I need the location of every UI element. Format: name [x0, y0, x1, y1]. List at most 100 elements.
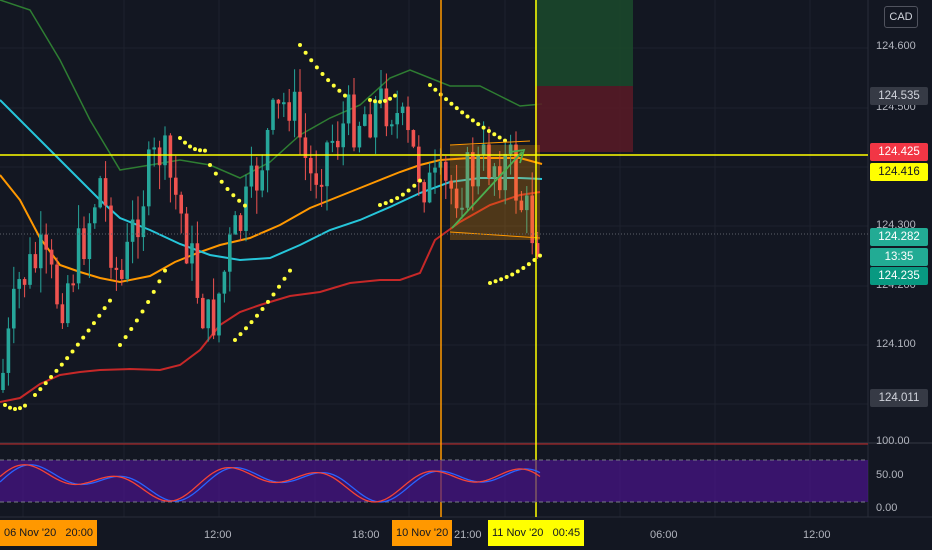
sar-dot: [497, 135, 502, 140]
sar-dot: [378, 99, 382, 104]
bear-candle: [60, 304, 65, 324]
sar-dot: [81, 335, 86, 340]
sar-dot: [8, 405, 12, 410]
sar-dot: [481, 125, 486, 130]
bear-candle: [211, 299, 216, 336]
sar-dot: [303, 50, 308, 55]
sar-dot: [233, 338, 237, 342]
sar-dot: [428, 83, 432, 87]
sar-dot: [13, 406, 17, 411]
bull-candle: [217, 293, 221, 336]
bull-candle: [330, 140, 335, 143]
bull-candle: [503, 153, 507, 191]
bull-candle: [492, 166, 497, 179]
bull-candle: [39, 234, 43, 269]
sar-dot: [282, 276, 287, 281]
sar-dot: [231, 193, 236, 198]
sar-dot: [373, 99, 377, 104]
sar-dot: [243, 203, 247, 208]
sar-dot: [406, 188, 411, 193]
bear-candle: [136, 219, 140, 238]
bear-candle: [487, 144, 491, 179]
bull-candle: [260, 170, 264, 191]
bear-candle: [114, 267, 119, 270]
bear-candle: [519, 200, 524, 211]
sar-dot: [383, 98, 387, 103]
sar-dot: [460, 110, 465, 115]
drawing-overlays[interactable]: [0, 0, 868, 517]
sar-dot: [418, 178, 422, 183]
sar-dot: [331, 83, 336, 88]
bull-candle: [292, 91, 297, 121]
bear-candle: [498, 166, 502, 191]
sar-dot: [383, 201, 388, 206]
sar-dot: [449, 101, 454, 106]
sar-dot: [151, 289, 156, 294]
sar-dot: [395, 196, 400, 201]
bear-candle: [168, 135, 173, 178]
bear-candle: [179, 194, 183, 214]
bear-candle: [444, 161, 448, 181]
bull-candle: [395, 113, 399, 125]
sar-dot: [337, 88, 342, 93]
sar-dot: [493, 279, 498, 284]
bear-candle: [276, 99, 281, 104]
sar-dot: [157, 279, 162, 284]
bull-candle: [481, 144, 486, 156]
sar-dot: [3, 403, 7, 407]
grid-lines: [0, 0, 932, 518]
bull-candle: [130, 219, 135, 242]
stoch-k-line: [0, 464, 541, 503]
bull-candle: [508, 144, 513, 154]
bull-candle: [433, 167, 437, 173]
time-axis-label: 06:00: [650, 529, 678, 541]
currency-badge[interactable]: CAD: [884, 6, 918, 28]
bear-candle: [120, 269, 124, 279]
sar-dot: [368, 98, 372, 102]
ma-cyan-line: [0, 99, 543, 262]
bear-candle: [352, 94, 356, 148]
price-tag-124425: 124.425: [870, 143, 928, 161]
price-tag-124011: 124.011: [870, 389, 928, 407]
bull-candle: [357, 125, 362, 148]
stop-loss-zone: [535, 86, 633, 152]
channel-top-line: [449, 140, 531, 146]
candlesticks[interactable]: [1, 69, 540, 393]
sar-dot: [59, 362, 64, 367]
stochastic-oscillator-pane[interactable]: [0, 459, 868, 503]
time-tag-start: 06 Nov '20 20:00: [0, 520, 97, 546]
bull-candle: [476, 155, 480, 187]
bull-candle: [282, 102, 286, 105]
sar-dot: [134, 318, 139, 323]
bull-candle: [190, 243, 194, 264]
bull-candle: [206, 299, 210, 329]
sar-dot: [400, 192, 405, 197]
sar-dot: [213, 171, 218, 176]
bull-candle: [363, 114, 367, 126]
parabolic-sar-dots: [3, 43, 542, 411]
bear-candle: [174, 177, 178, 195]
bull-candle: [271, 99, 275, 130]
ma-orange-line: [0, 157, 543, 284]
bear-candle: [55, 264, 59, 305]
bull-candle: [141, 206, 146, 238]
bear-candle: [298, 91, 302, 138]
price-axis-label: 124.100: [876, 338, 916, 350]
sar-dot: [18, 406, 22, 411]
price-tag-124416: 124.416: [870, 163, 928, 181]
trendline-arrowhead: [509, 148, 526, 164]
sar-dot: [219, 179, 224, 184]
sar-dot: [238, 332, 243, 337]
bull-candle: [390, 124, 394, 127]
sar-dot: [163, 268, 167, 273]
sar-dot: [486, 129, 491, 134]
bear-candle: [449, 180, 453, 189]
sar-dot: [389, 198, 394, 203]
sar-dot: [499, 277, 504, 282]
sar-dot: [70, 349, 75, 354]
take-profit-zone: [535, 0, 633, 86]
moving-averages: [0, 0, 543, 403]
sar-dot: [412, 183, 417, 188]
bear-candle: [471, 152, 475, 187]
